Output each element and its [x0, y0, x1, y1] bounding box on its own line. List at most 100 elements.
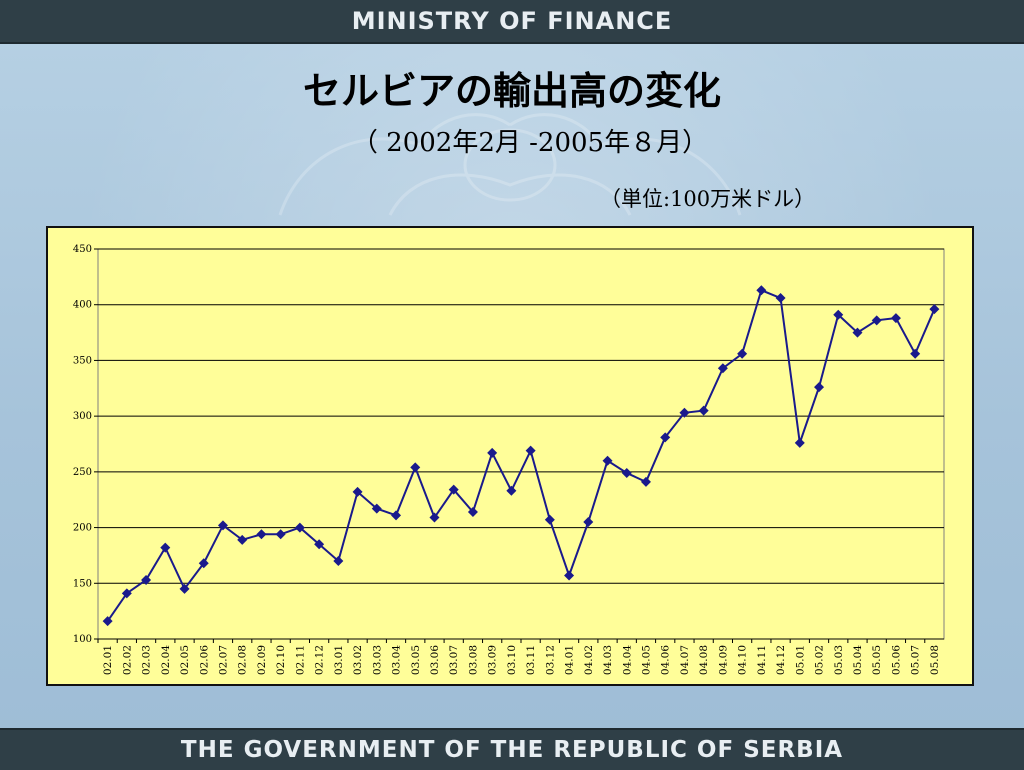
x-tick-label: 02.05: [179, 645, 191, 675]
data-point: [621, 467, 632, 478]
data-point: [564, 570, 575, 581]
x-tick-label: 02.12: [314, 645, 326, 675]
data-point: [179, 583, 190, 594]
x-tick-label: 02.04: [160, 645, 172, 675]
data-point: [833, 309, 844, 320]
data-point: [544, 514, 555, 525]
data-point: [256, 529, 267, 540]
x-tick-label: 04.06: [660, 645, 672, 675]
x-tick-label: 04.03: [602, 645, 614, 675]
data-point: [160, 542, 171, 553]
x-tick-label: 03.09: [487, 645, 499, 675]
data-point: [121, 588, 132, 599]
data-point: [814, 382, 825, 393]
x-tick-label: 03.05: [410, 645, 422, 675]
data-point: [102, 616, 113, 627]
government-title: THE GOVERNMENT OF THE REPUBLIC OF SERBIA: [180, 737, 844, 763]
x-tick-label: 02.01: [102, 645, 114, 675]
y-tick-label: 400: [73, 300, 92, 311]
data-point: [698, 405, 709, 416]
y-tick-label: 100: [73, 634, 92, 645]
chart-frame: 100 150 200 250 300 350 400 450 02.01 02.02 02.03…: [46, 226, 974, 686]
x-tick-label: 03.03: [371, 645, 383, 675]
y-tick-label: 250: [73, 467, 92, 478]
slide-title: セルビアの輸出高の変化: [302, 68, 721, 113]
data-point: [352, 486, 363, 497]
data-point: [141, 574, 152, 585]
x-tick-label: 04.04: [621, 645, 633, 675]
x-tick-label: 04.11: [756, 645, 768, 675]
data-point: [410, 462, 421, 473]
unit-note: （単位:100万米ドル）: [600, 187, 816, 211]
data-point: [583, 517, 594, 527]
data-point: [506, 485, 517, 496]
data-point: [198, 558, 209, 569]
data-point: [852, 327, 863, 338]
data-point: [717, 363, 728, 374]
x-tick-label: 02.08: [237, 645, 249, 675]
series-line: [106, 288, 936, 622]
x-tick-label: 02.10: [275, 645, 287, 675]
x-tick-label: 02.06: [198, 645, 210, 675]
x-tick-label: 04.01: [564, 645, 576, 675]
x-tick-label: 04.02: [583, 645, 595, 675]
data-point: [890, 313, 901, 324]
y-tick-label: 300: [73, 411, 92, 422]
header-bar: MINISTRY OF FINANCE: [0, 0, 1024, 44]
x-tick-label: 03.01: [333, 645, 345, 675]
data-point: [756, 285, 767, 296]
data-point: [467, 506, 478, 517]
data-point: [487, 447, 498, 458]
series-points: [102, 285, 940, 627]
x-tick-label: 05.07: [910, 645, 922, 675]
x-tick-label: 04.10: [737, 645, 749, 675]
x-tick-label: 03.12: [544, 645, 556, 675]
x-tick-label: 04.07: [679, 645, 691, 675]
y-tick-label: 450: [73, 244, 92, 255]
data-point: [391, 510, 402, 521]
y-tick-label: 200: [73, 523, 92, 534]
plot-area-border: [97, 248, 945, 640]
x-tick-label: 04.05: [640, 645, 652, 675]
slide-subtitle: （ 2002年2月 -2005年８月）: [351, 128, 709, 158]
data-point: [737, 348, 748, 359]
x-tick-label: 05.05: [871, 645, 883, 675]
line-chart: 100 150 200 250 300 350 400 450 02.01 02.02 02.03…: [73, 244, 945, 675]
ministry-title: MINISTRY OF FINANCE: [351, 7, 673, 35]
data-point: [794, 437, 805, 448]
y-tick-label: 350: [73, 355, 92, 366]
data-point: [602, 455, 613, 466]
data-point: [640, 476, 651, 487]
x-tick-label: 03.06: [429, 645, 441, 675]
x-tick-label: 04.09: [717, 645, 729, 675]
data-point: [525, 445, 536, 456]
x-tick-label: 02.09: [256, 645, 268, 675]
data-point: [217, 520, 228, 531]
x-tick-label: 02.03: [141, 645, 153, 675]
chart-gridlines: [97, 248, 945, 640]
x-tick-label: 05.06: [890, 645, 902, 675]
data-point: [294, 522, 305, 533]
x-tick-label: 03.07: [448, 645, 460, 675]
data-point: [429, 512, 440, 523]
coat-of-arms-watermark-icon: [278, 113, 742, 216]
x-tick-label: 05.02: [814, 645, 826, 675]
data-point: [275, 529, 286, 540]
y-tick-label: 150: [73, 578, 92, 589]
x-tick-label: 04.12: [775, 645, 787, 675]
data-point: [679, 407, 690, 418]
series-line-path: [106, 288, 936, 622]
x-tick-label: 05.03: [833, 645, 845, 675]
data-point: [314, 539, 325, 550]
x-tick-label: 02.07: [217, 645, 229, 675]
x-tick-label: 02.02: [121, 645, 133, 675]
data-point: [237, 534, 248, 545]
x-tick-label: 05.08: [929, 645, 941, 675]
data-point: [929, 304, 940, 315]
data-point: [448, 484, 459, 495]
x-tick-label: 03.10: [506, 645, 518, 675]
data-point: [660, 432, 671, 443]
data-point: [371, 503, 382, 514]
y-axis-ticks: 100 150 200 250 300 350 400 450: [73, 244, 98, 645]
x-tick-label: 03.02: [352, 645, 364, 675]
